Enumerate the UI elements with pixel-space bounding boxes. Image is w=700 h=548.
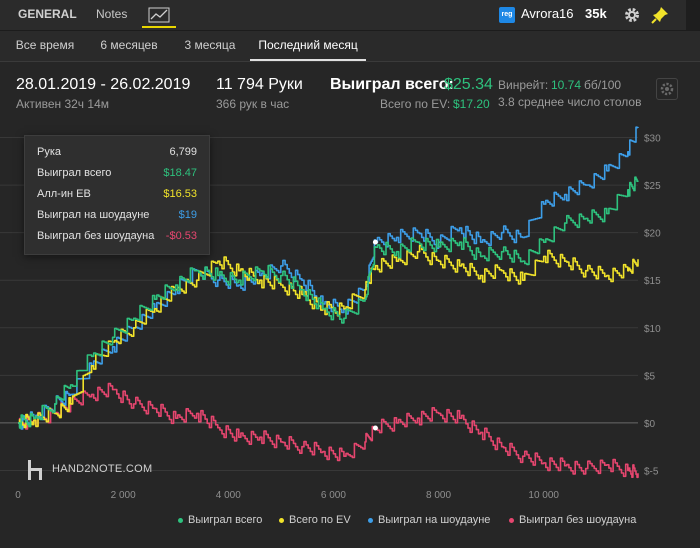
- x-tick-label: 6 000: [321, 490, 346, 501]
- x-tick-label: 8 000: [426, 490, 451, 501]
- chart-markers: [372, 239, 378, 431]
- won-value: $25.34: [444, 76, 493, 93]
- x-tick-label: 2 000: [111, 490, 136, 501]
- winnings-chart[interactable]: $-5 $0 $5 $10 $15 $20 $25 $30 0 2 000 4 000 6 000 8…: [0, 118, 700, 514]
- ev-label: Всего по EV:: [380, 97, 451, 111]
- tab-last-month[interactable]: Последний месяц: [250, 31, 366, 61]
- hands-count: 35k: [585, 6, 607, 21]
- h2n-icon: [28, 460, 42, 480]
- tooltip-row-ev: Алл-ин ЕВ $16.53: [37, 188, 197, 206]
- logo-text: HAND2NOTE.COM: [52, 463, 153, 475]
- winrate-label: Винрейт:: [498, 78, 549, 92]
- username: Avrora16: [521, 6, 574, 21]
- hands-total: 11 794 Руки: [216, 76, 303, 93]
- legend-label: Выиграл всего: [188, 514, 263, 526]
- tooltip-value: 6,799: [169, 146, 197, 158]
- legend-item-ev[interactable]: Всего по EV: [279, 514, 351, 526]
- gear-icon[interactable]: [622, 5, 642, 25]
- y-tick-label: $10: [644, 324, 661, 335]
- legend-label: Всего по EV: [289, 514, 351, 526]
- legend-dot: [178, 517, 183, 523]
- tab-graph[interactable]: [142, 2, 176, 28]
- window-edge: [686, 0, 700, 30]
- stats-panel: 28.01.2019 - 26.02.2019 Активен 32ч 14м …: [0, 70, 700, 116]
- x-axis-ticks: 0 2 000 4 000 6 000 8 000 10 000: [15, 490, 559, 501]
- active-time: Активен 32ч 14м: [16, 97, 109, 111]
- date-range: 28.01.2019 - 26.02.2019: [16, 76, 191, 93]
- series-line-2: [18, 126, 639, 430]
- chart-tooltip: Рука 6,799 Выиграл всего $18.47 Алл-ин Е…: [24, 135, 210, 255]
- tooltip-label: Выиграл всего: [37, 167, 112, 179]
- tab-6-months[interactable]: 6 месяцев: [100, 38, 158, 52]
- reg-badge: reg: [499, 7, 515, 23]
- y-tick-label: $25: [644, 181, 661, 192]
- hover-marker: [372, 239, 378, 245]
- chart-legend: Выиграл всего Всего по EV Выиграл на шоу…: [0, 514, 700, 534]
- tab-general[interactable]: GENERAL: [18, 7, 77, 21]
- avg-tables: 3.8 среднее число столов: [498, 95, 642, 109]
- x-tick-label: 10 000: [528, 490, 559, 501]
- chart-settings-button[interactable]: [656, 78, 678, 100]
- tab-notes[interactable]: Notes: [96, 7, 128, 21]
- won-label: Выиграл всего:: [330, 76, 454, 93]
- tooltip-label: Алл-ин ЕВ: [37, 188, 91, 200]
- y-tick-label: $-5: [644, 466, 659, 477]
- winrate-value: 10.74: [551, 78, 582, 92]
- hover-marker: [372, 425, 378, 431]
- y-tick-label: $0: [644, 419, 656, 430]
- period-tabs: Все время 6 месяцев 3 месяца Последний м…: [0, 31, 700, 62]
- x-tick-label: 4 000: [216, 490, 241, 501]
- tooltip-row-showdown: Выиграл на шоудауне $19: [37, 209, 197, 227]
- legend-dot: [368, 517, 373, 523]
- tooltip-value: $19: [178, 209, 197, 221]
- legend-item-showdown[interactable]: Выиграл на шоудауне: [368, 514, 490, 526]
- series-line-1: [18, 244, 639, 429]
- pin-icon[interactable]: [650, 5, 670, 25]
- legend-item-no-showdown[interactable]: Выиграл без шоудауна: [509, 514, 636, 526]
- tooltip-label: Выиграл на шоудауне: [37, 209, 150, 221]
- y-tick-label: $5: [644, 371, 656, 382]
- tooltip-row-no-showdown: Выиграл без шоудауна -$0.53: [37, 230, 197, 248]
- y-tick-label: $20: [644, 229, 661, 240]
- hand2note-logo: HAND2NOTE.COM: [26, 458, 156, 484]
- tab-3-months[interactable]: 3 месяца: [184, 38, 236, 52]
- legend-dot: [279, 517, 284, 523]
- tab-all-time[interactable]: Все время: [15, 38, 75, 52]
- tooltip-value: $16.53: [163, 188, 197, 200]
- tooltip-label: Выиграл без шоудауна: [37, 230, 155, 242]
- tooltip-row-won: Выиграл всего $18.47: [37, 167, 197, 185]
- series-line-3: [18, 382, 639, 479]
- legend-dot: [509, 517, 514, 523]
- winrate-unit: бб/100: [584, 78, 622, 92]
- tooltip-value: $18.47: [163, 167, 197, 179]
- hands-rate: 366 рук в час: [216, 97, 290, 111]
- ev-value: $17.20: [453, 97, 490, 111]
- tooltip-row-hand: Рука 6,799: [37, 146, 197, 164]
- gear-icon: [660, 82, 674, 96]
- y-axis-ticks: $-5 $0 $5 $10 $15 $20 $25 $30: [644, 134, 661, 478]
- series-line-0: [18, 176, 639, 429]
- legend-label: Выиграл на шоудауне: [378, 514, 491, 526]
- chart-series: [18, 126, 639, 479]
- line-chart-icon: [148, 7, 170, 23]
- legend-label: Выиграл без шоудауна: [519, 514, 637, 526]
- x-tick-label: 0: [15, 490, 21, 501]
- top-bar: GENERAL Notes reg Avrora16 35k: [0, 0, 700, 31]
- tooltip-label: Рука: [37, 146, 62, 158]
- legend-item-won[interactable]: Выиграл всего: [178, 514, 262, 526]
- tooltip-value: -$0.53: [165, 230, 197, 242]
- y-tick-label: $30: [644, 134, 661, 145]
- y-tick-label: $15: [644, 276, 661, 287]
